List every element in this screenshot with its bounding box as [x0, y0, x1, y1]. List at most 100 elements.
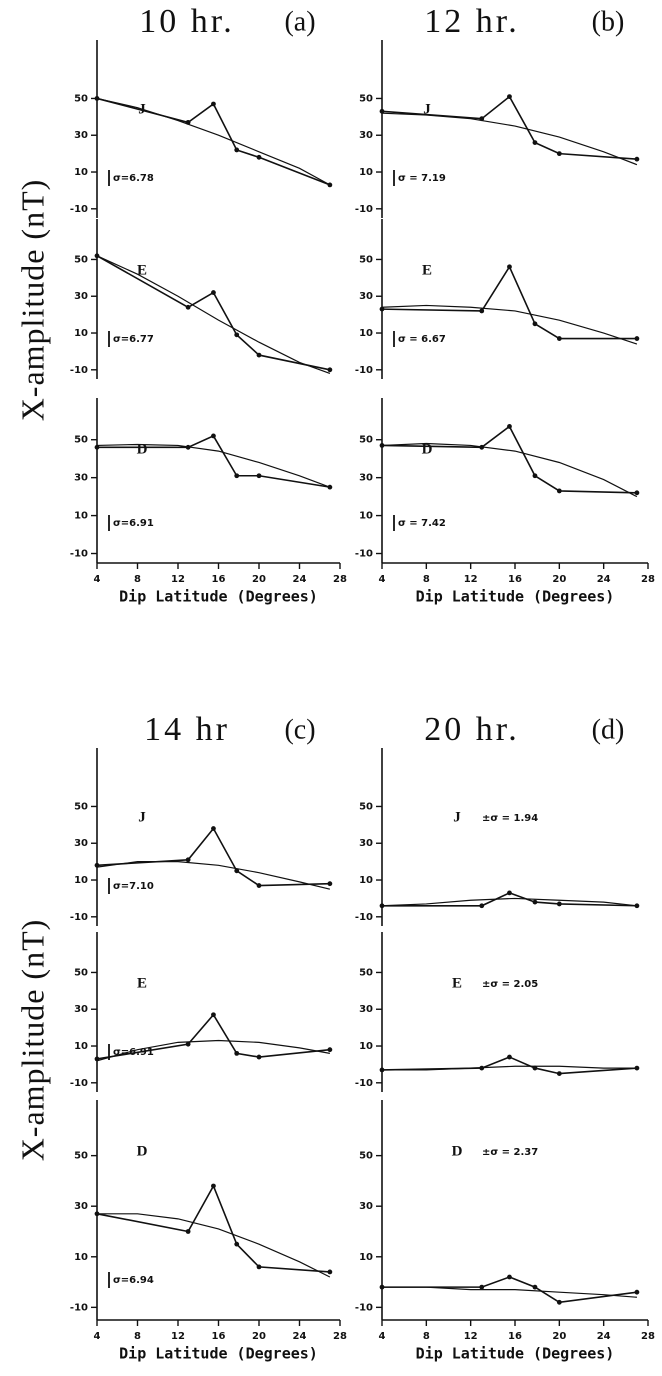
fit-curve: [96, 861, 331, 890]
x-tick-label: 28: [333, 1331, 347, 1342]
fit-curve: [381, 112, 638, 166]
data-point: [507, 1054, 512, 1060]
y-tick-label: 10: [74, 1252, 88, 1263]
y-axis-label: X-amplitude (nT): [14, 919, 50, 1162]
data-point: [532, 140, 538, 145]
y-tick-label: 10: [74, 1041, 88, 1052]
y-tick-label: 30: [359, 838, 373, 849]
data-point: [556, 488, 562, 494]
data-point: [556, 1299, 562, 1305]
y-tick-label: -10: [355, 1078, 373, 1089]
data-point: [327, 881, 333, 887]
x-tick-label: 24: [293, 1331, 307, 1342]
x-tick-label: 12: [464, 1331, 478, 1342]
data-point: [479, 308, 485, 314]
y-tick-label: -10: [70, 912, 88, 923]
y-tick-label: 10: [74, 875, 88, 886]
data-point: [479, 1284, 485, 1290]
y-tick-label: -10: [355, 365, 373, 376]
data-point: [507, 424, 512, 429]
x-tick-label: 4: [94, 574, 101, 585]
y-tick-label: 50: [74, 1151, 88, 1162]
y-tick-label: 50: [359, 801, 373, 812]
subpanel-label: D: [422, 441, 433, 457]
observed-line: [96, 1184, 330, 1273]
sigma-annotation: σ=7.10: [113, 881, 154, 892]
data-point: [211, 1183, 216, 1189]
y-tick-label: 30: [74, 1201, 88, 1212]
data-point: [634, 1289, 640, 1295]
x-tick-label: 20: [252, 574, 266, 585]
y-tick-label: 30: [359, 291, 373, 302]
data-point: [256, 473, 262, 479]
subpanel-label: D: [137, 441, 148, 457]
y-tick-label: 10: [359, 167, 373, 178]
x-tick-label: 28: [641, 1331, 655, 1342]
subpanel-label: E: [137, 975, 147, 991]
y-tick-label: 10: [74, 328, 88, 339]
subpanel-label: J: [138, 809, 146, 825]
y-tick-label: 30: [74, 1004, 88, 1015]
y-tick-label: -10: [355, 204, 373, 215]
y-tick-label: 30: [359, 1201, 373, 1212]
y-tick-label: 50: [74, 967, 88, 978]
fit-curve: [381, 304, 638, 345]
data-point: [507, 890, 512, 896]
x-tick-label: 24: [597, 574, 611, 585]
y-tick-label: 50: [74, 93, 88, 104]
sigma-annotation: σ=6.78: [113, 173, 154, 184]
data-point: [234, 868, 240, 874]
x-axis-label: Dip Latitude (Degrees): [416, 1345, 615, 1363]
observed-line: [381, 1056, 637, 1075]
sigma-annotation: σ=6.91: [113, 518, 154, 529]
data-point: [234, 1241, 240, 1247]
panel-title: 20 hr.: [424, 711, 519, 748]
sigma-annotation: σ = 6.67: [398, 334, 446, 345]
x-tick-label: 16: [508, 574, 522, 585]
y-tick-label: 10: [74, 511, 88, 522]
fit-curve: [381, 442, 638, 498]
y-tick-label: 50: [74, 254, 88, 265]
sigma-annotation: ±σ = 1.94: [482, 813, 538, 824]
fit-curve: [382, 1065, 637, 1071]
x-tick-label: 24: [597, 1331, 611, 1342]
y-tick-label: 30: [74, 291, 88, 302]
y-tick-label: -10: [70, 1078, 88, 1089]
subpanel-label: E: [137, 262, 147, 278]
y-tick-label: -10: [70, 365, 88, 376]
observed-line: [96, 1013, 330, 1060]
fit-curve: [96, 255, 331, 375]
y-tick-label: 30: [74, 473, 88, 484]
data-point: [507, 264, 512, 270]
x-tick-label: 8: [134, 1331, 141, 1342]
data-point: [256, 352, 262, 358]
data-point: [327, 1269, 333, 1275]
data-point: [211, 290, 216, 295]
subpanel-label: E: [422, 262, 432, 278]
x-tick-label: 8: [423, 1331, 430, 1342]
data-point: [211, 433, 216, 439]
y-tick-label: 30: [359, 473, 373, 484]
data-point: [379, 108, 385, 114]
data-point: [634, 336, 640, 341]
observed-line: [97, 434, 331, 488]
y-tick-label: 10: [359, 1041, 373, 1052]
data-point: [94, 253, 100, 259]
observed-line: [382, 892, 637, 907]
data-point: [556, 336, 562, 341]
fit-curve: [96, 443, 331, 488]
data-point: [211, 826, 216, 831]
y-tick-label: -10: [355, 912, 373, 923]
x-tick-label: 20: [252, 1331, 266, 1342]
observed-line: [96, 97, 331, 186]
observed-line: [382, 1276, 638, 1304]
data-point: [507, 1274, 512, 1280]
panel-title: 12 hr.: [424, 3, 519, 40]
sigma-annotation: σ=6.77: [113, 334, 154, 345]
data-point: [556, 901, 562, 907]
x-tick-label: 4: [94, 1331, 101, 1342]
observed-line: [96, 255, 331, 371]
x-tick-label: 20: [552, 574, 566, 585]
observed-line: [96, 827, 330, 887]
y-tick-label: 10: [359, 1252, 373, 1263]
